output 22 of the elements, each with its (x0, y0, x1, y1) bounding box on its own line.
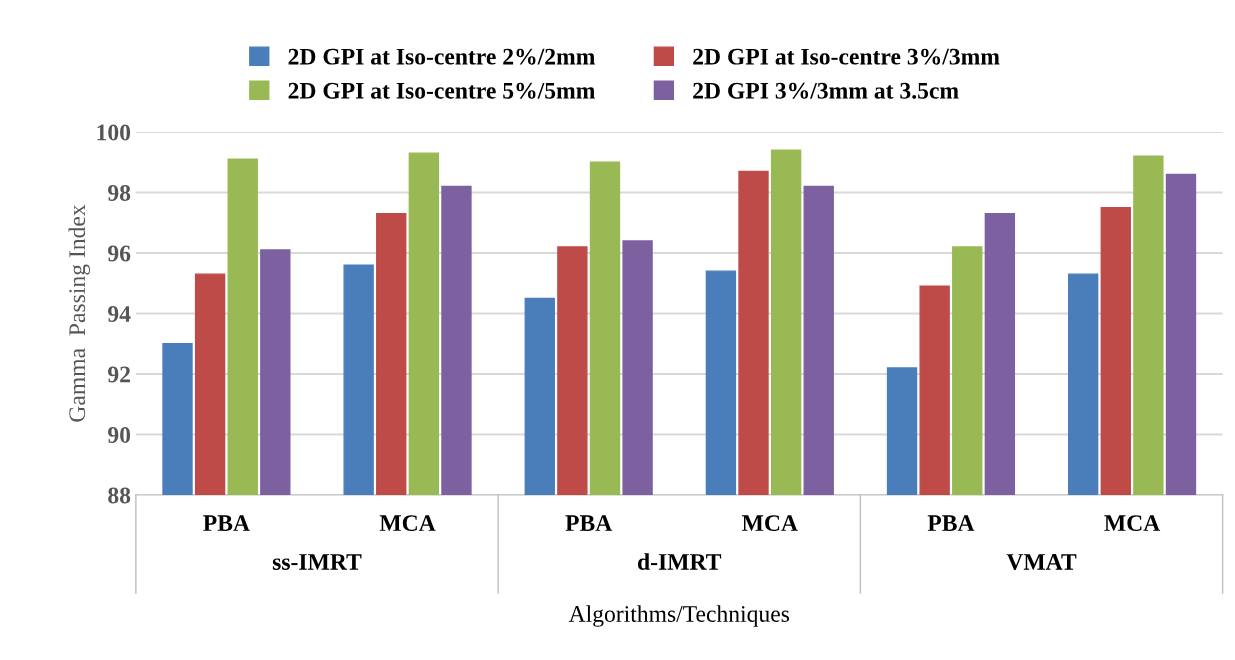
y-tick-label: 100 (97, 124, 131, 141)
y-tick-label: 98 (108, 184, 131, 201)
y-tick-label: 96 (108, 245, 131, 262)
y-tick-label: 92 (108, 366, 130, 383)
y-axis-title: Gamma Passing Index (68, 204, 91, 422)
legend-label: 2D GPI at Iso-centre 2%/2mm (288, 48, 595, 65)
x-tick-label: PBA (565, 515, 613, 531)
text: VMAT (1006, 554, 1077, 571)
x-tick-label: MCA (379, 515, 436, 532)
y-tick-label: 94 (108, 306, 131, 322)
x-tick-label: MCA (742, 515, 798, 532)
y-tick-label: 90 (108, 426, 131, 443)
x-tick-label: PBA (927, 515, 975, 531)
x-tick-label: MCA (1104, 515, 1161, 532)
legend-label: 2D GPI 3%/3mm at 3.5cm (693, 82, 959, 99)
text: ss-IMRT (272, 554, 362, 570)
y-tick-label: 88 (108, 487, 131, 504)
legend-label: 2D GPI at Iso-centre 3%/3mm (693, 48, 1000, 65)
x-tick-label: PBA (203, 515, 250, 531)
x-axis-title: Algorithms/Techniques (568, 605, 790, 627)
legend-label: 2D GPI at Iso-centre 5%/5mm (288, 82, 595, 99)
text: d-IMRT (637, 553, 722, 570)
